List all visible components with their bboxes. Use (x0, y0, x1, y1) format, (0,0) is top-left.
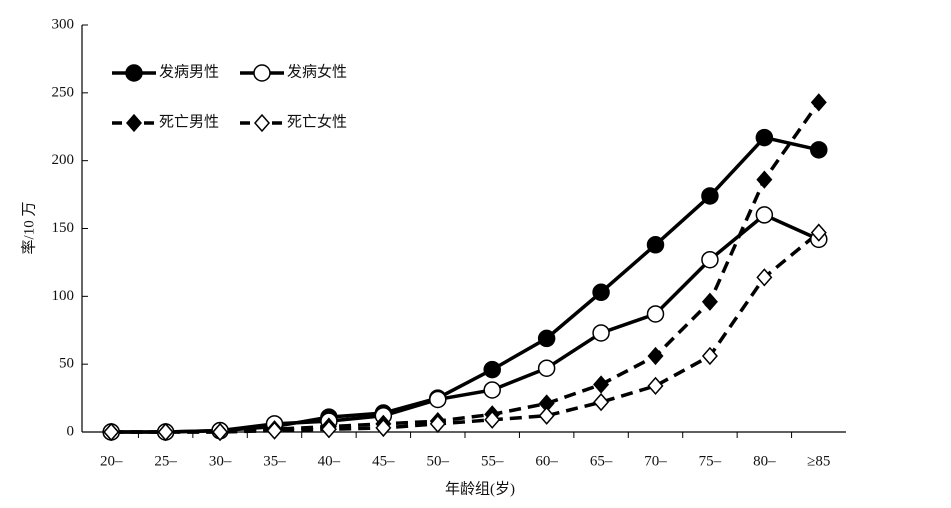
data-point (646, 305, 665, 323)
data-point (755, 206, 774, 224)
data-point (375, 418, 392, 438)
data-point (755, 128, 774, 147)
data-point (756, 268, 773, 287)
data-point (701, 292, 718, 311)
data-point (537, 329, 556, 348)
series-line (111, 135, 820, 434)
x-tick-label: ≥85 (807, 453, 830, 469)
y-axis-label: 率/10 万 (20, 202, 37, 255)
data-point (266, 421, 283, 440)
data-point (484, 410, 501, 429)
x-tick-label: 80– (753, 453, 776, 469)
legend-marker (125, 64, 143, 82)
series-line (111, 231, 820, 434)
x-tick-label: 50– (427, 453, 450, 469)
data-point (756, 170, 773, 189)
x-tick-label: 70– (644, 453, 667, 469)
data-point (701, 187, 719, 205)
x-axis-label: 年龄组(岁) (445, 480, 515, 497)
legend-marker (253, 64, 271, 82)
data-point (320, 420, 337, 439)
data-point (647, 346, 664, 366)
legend-label: 死亡女性 (287, 112, 347, 130)
x-tick-label: 20– (100, 453, 123, 469)
y-tick-label: 100 (52, 288, 75, 304)
y-tick-label: 200 (52, 152, 75, 168)
data-point (701, 250, 719, 269)
data-point (810, 141, 828, 159)
data-point (212, 422, 229, 442)
x-tick-label: 25– (154, 453, 177, 469)
data-point (103, 422, 120, 442)
data-point (157, 422, 174, 442)
legend-label: 发病男性 (159, 63, 219, 80)
data-point (537, 359, 556, 377)
y-tick-label: 150 (52, 220, 75, 236)
x-tick-label: 45– (372, 453, 395, 469)
y-tick-label: 250 (52, 84, 75, 100)
y-tick-label: 300 (52, 16, 75, 32)
x-tick-label: 65– (590, 453, 613, 469)
data-point (483, 381, 501, 399)
x-tick-label: 55– (481, 453, 504, 469)
x-tick-label: 40– (318, 453, 341, 469)
data-point (593, 375, 610, 394)
data-point (429, 390, 447, 409)
data-point (646, 236, 665, 254)
data-point (483, 360, 501, 379)
data-point (701, 346, 718, 366)
data-point (429, 414, 446, 433)
data-point (592, 324, 610, 342)
data-point (592, 283, 610, 302)
x-tick-label: 75– (699, 453, 722, 469)
legend-marker (126, 113, 142, 133)
y-tick-label: 50 (59, 356, 74, 372)
series-line (111, 212, 820, 434)
data-point (810, 223, 827, 242)
y-tick-label: 0 (67, 423, 75, 439)
legend-label: 死亡男性 (159, 113, 219, 130)
x-tick-label: 30– (209, 453, 232, 469)
data-point (593, 393, 610, 412)
legend-label: 发病女性 (287, 62, 347, 80)
x-tick-label: 35– (263, 453, 286, 469)
data-point (538, 406, 555, 425)
x-tick-label: 60– (535, 453, 558, 469)
data-point (810, 93, 827, 112)
legend-marker (254, 113, 270, 133)
data-point (647, 376, 664, 396)
